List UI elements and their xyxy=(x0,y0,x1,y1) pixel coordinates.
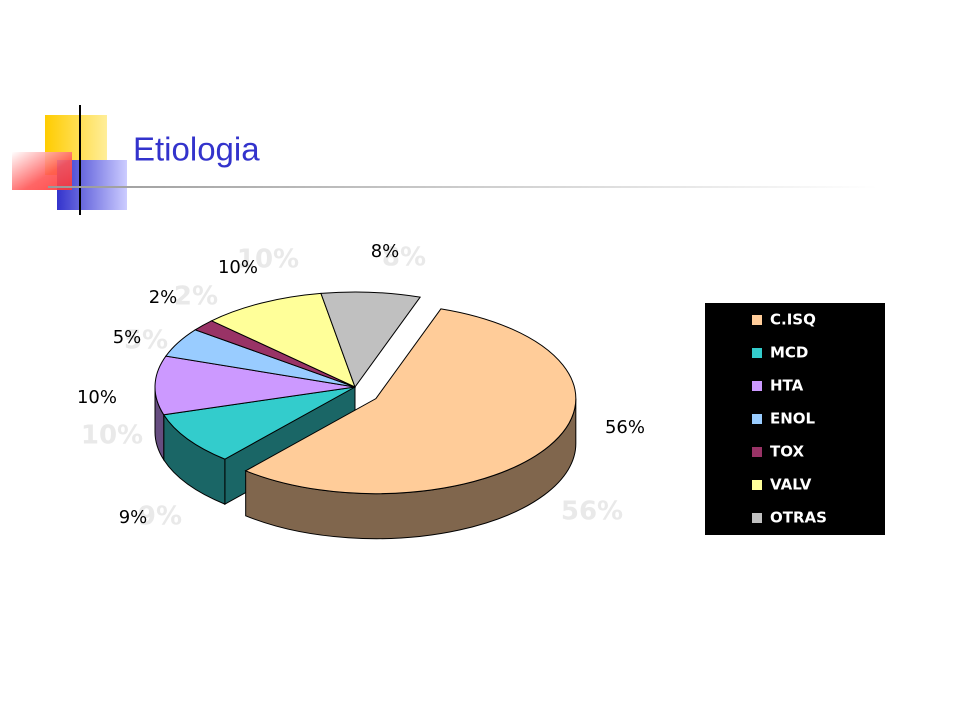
legend-label: OTRAS xyxy=(770,509,827,527)
slice xyxy=(210,292,356,388)
data-label-shadow: 8% xyxy=(382,243,426,273)
legend-label: TOX xyxy=(770,443,804,461)
data-label-shadow: 10% xyxy=(81,421,143,451)
slice xyxy=(162,386,356,460)
data-label: 56% xyxy=(605,417,645,438)
legend-label: MCD xyxy=(770,344,808,362)
legend-swatch xyxy=(752,348,762,358)
slice xyxy=(320,291,421,389)
slice xyxy=(244,308,577,495)
legend-swatch xyxy=(752,315,762,325)
legend-swatch xyxy=(752,513,762,523)
decoration xyxy=(12,105,878,215)
legend-swatch xyxy=(752,447,762,457)
data-label-shadow: 56% xyxy=(561,497,623,527)
data-label: 8% xyxy=(371,241,400,262)
data-label-shadow: 9% xyxy=(138,502,182,532)
data-label-shadow: 2% xyxy=(174,282,218,312)
legend xyxy=(705,303,885,535)
legend-swatch xyxy=(752,414,762,424)
legend-label: HTA xyxy=(770,377,804,395)
data-label: 10% xyxy=(77,387,117,408)
legend-label: C.ISQ xyxy=(770,311,816,329)
legend-swatch xyxy=(752,480,762,490)
slice xyxy=(154,355,356,416)
data-label: 9% xyxy=(119,507,148,528)
data-label: 10% xyxy=(218,257,258,278)
data-label: 2% xyxy=(149,287,178,308)
legend-swatch xyxy=(752,381,762,391)
legend-label: VALV xyxy=(770,476,812,494)
chart-title: Etiologia xyxy=(133,131,260,168)
data-label: 5% xyxy=(113,327,142,348)
legend-label: ENOL xyxy=(770,410,816,428)
data-label-shadow: 10% xyxy=(237,245,299,275)
data-label-shadow: 5% xyxy=(124,326,168,356)
